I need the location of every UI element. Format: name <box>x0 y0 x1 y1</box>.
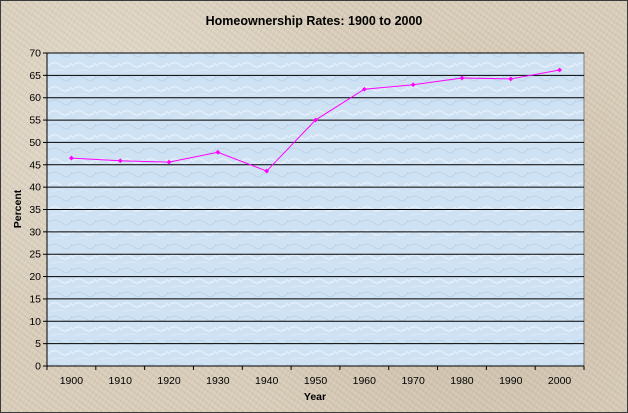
x-tick-label: 1990 <box>499 375 523 387</box>
y-tick-label: 10 <box>29 316 41 328</box>
chart-title: Homeownership Rates: 1900 to 2000 <box>206 14 423 28</box>
x-tick-label: 2000 <box>548 375 572 387</box>
data-point-1900 <box>69 155 74 161</box>
x-tick-label: 1940 <box>255 375 279 387</box>
y-tick-label: 0 <box>35 361 41 373</box>
gridlines <box>47 52 584 345</box>
y-tick-label: 60 <box>29 92 41 104</box>
x-tick-label: 1970 <box>401 375 425 387</box>
data-point-1940 <box>264 168 270 174</box>
x-axis-ticks: 1900 1910 1920 1930 1940 1950 1960 1970 1980 1990… <box>46 366 585 387</box>
x-tick-label: 1910 <box>109 375 133 387</box>
x-tick-label: 1920 <box>157 375 181 387</box>
x-tick-label: 1980 <box>450 375 474 387</box>
data-point-1920 <box>166 159 172 165</box>
y-tick-label: 40 <box>29 182 41 194</box>
y-tick-label: 55 <box>29 115 41 127</box>
y-axis-label: Percent <box>12 189 24 228</box>
series-group <box>69 67 562 174</box>
data-point-2000 <box>557 67 562 73</box>
y-tick-label: 15 <box>29 293 41 305</box>
y-axis-ticks: 0 5 10 15 20 25 30 35 40 45 50 55 60 65 70 <box>29 48 47 373</box>
y-tick-label: 50 <box>29 137 41 149</box>
data-point-1980 <box>459 75 465 81</box>
data-point-1950 <box>313 117 318 123</box>
x-tick-label: 1930 <box>206 375 230 387</box>
y-tick-label: 25 <box>29 249 41 261</box>
x-tick-label: 1960 <box>353 375 377 387</box>
y-tick-label: 20 <box>29 271 41 283</box>
data-point-1910 <box>117 158 123 164</box>
data-point-1990 <box>508 76 514 82</box>
x-axis-label: Year <box>304 391 326 403</box>
y-tick-label: 35 <box>29 204 41 216</box>
x-tick-label: 1950 <box>304 375 328 387</box>
data-point-1930 <box>215 149 221 155</box>
x-tick-label: 1900 <box>60 375 84 387</box>
y-tick-label: 70 <box>29 48 41 60</box>
y-tick-label: 30 <box>29 226 41 238</box>
y-tick-label: 45 <box>29 159 41 171</box>
y-tick-label: 5 <box>35 338 41 350</box>
data-point-1970 <box>410 82 416 88</box>
y-tick-label: 65 <box>29 70 41 82</box>
data-point-1960 <box>361 86 367 92</box>
